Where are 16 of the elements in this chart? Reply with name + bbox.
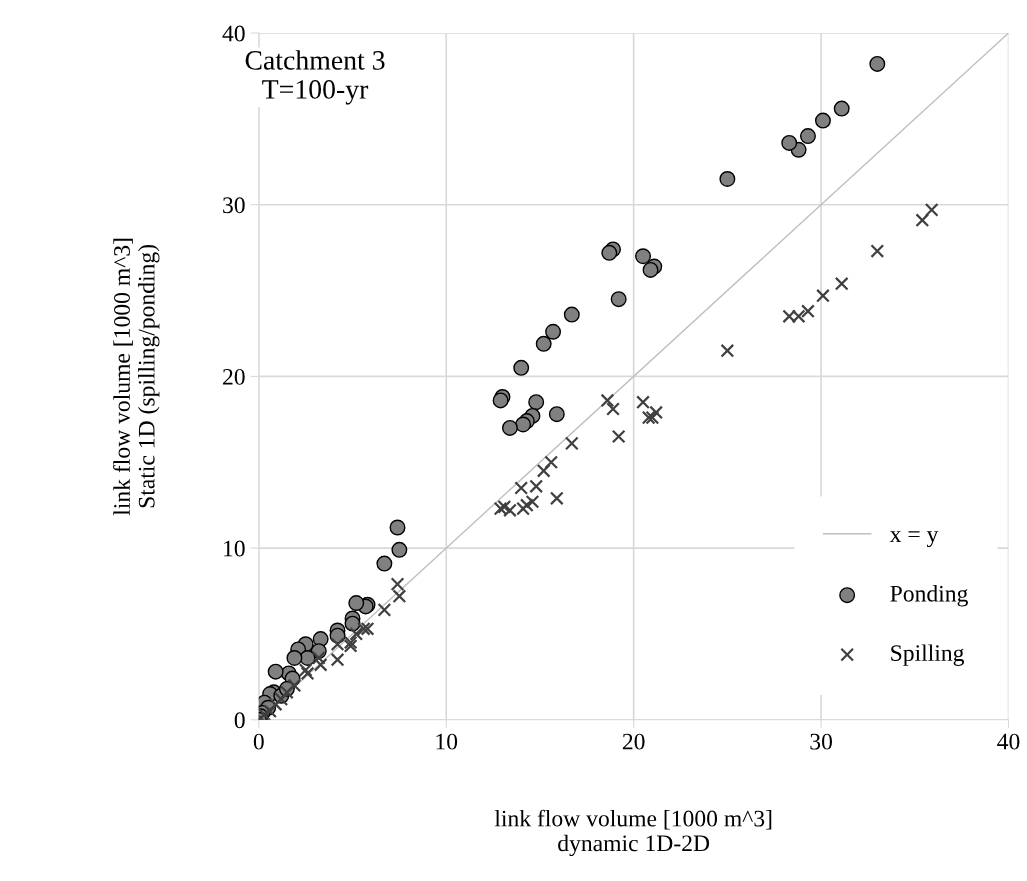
x-tick-label: 20 <box>622 733 645 750</box>
y-axis-title: link flow volume [1000 m^3] Static 1D (spilling/ponding) <box>113 238 160 516</box>
x-tick-label: 0 <box>253 733 264 750</box>
x-tick-label: 10 <box>436 733 458 750</box>
y-tick-label: 10 <box>224 540 245 557</box>
x-tick-label: 40 <box>997 733 1020 750</box>
y-tick-label: 20 <box>223 368 245 385</box>
legend-label: Ponding <box>890 585 968 607</box>
y-tick-label: 0 <box>234 712 245 729</box>
legend-label: x = y <box>889 531 939 548</box>
x-axis-title: link flow volume [1000 m^3] dynamic 1D-2D <box>494 809 772 857</box>
x-tick-label: 30 <box>810 733 832 750</box>
y-tick-label: 30 <box>223 197 245 214</box>
y-tick-label: 40 <box>222 25 245 42</box>
legend-label: Spilling <box>891 644 964 666</box>
annotation: Catchment 3 T=100-yr <box>245 50 385 105</box>
